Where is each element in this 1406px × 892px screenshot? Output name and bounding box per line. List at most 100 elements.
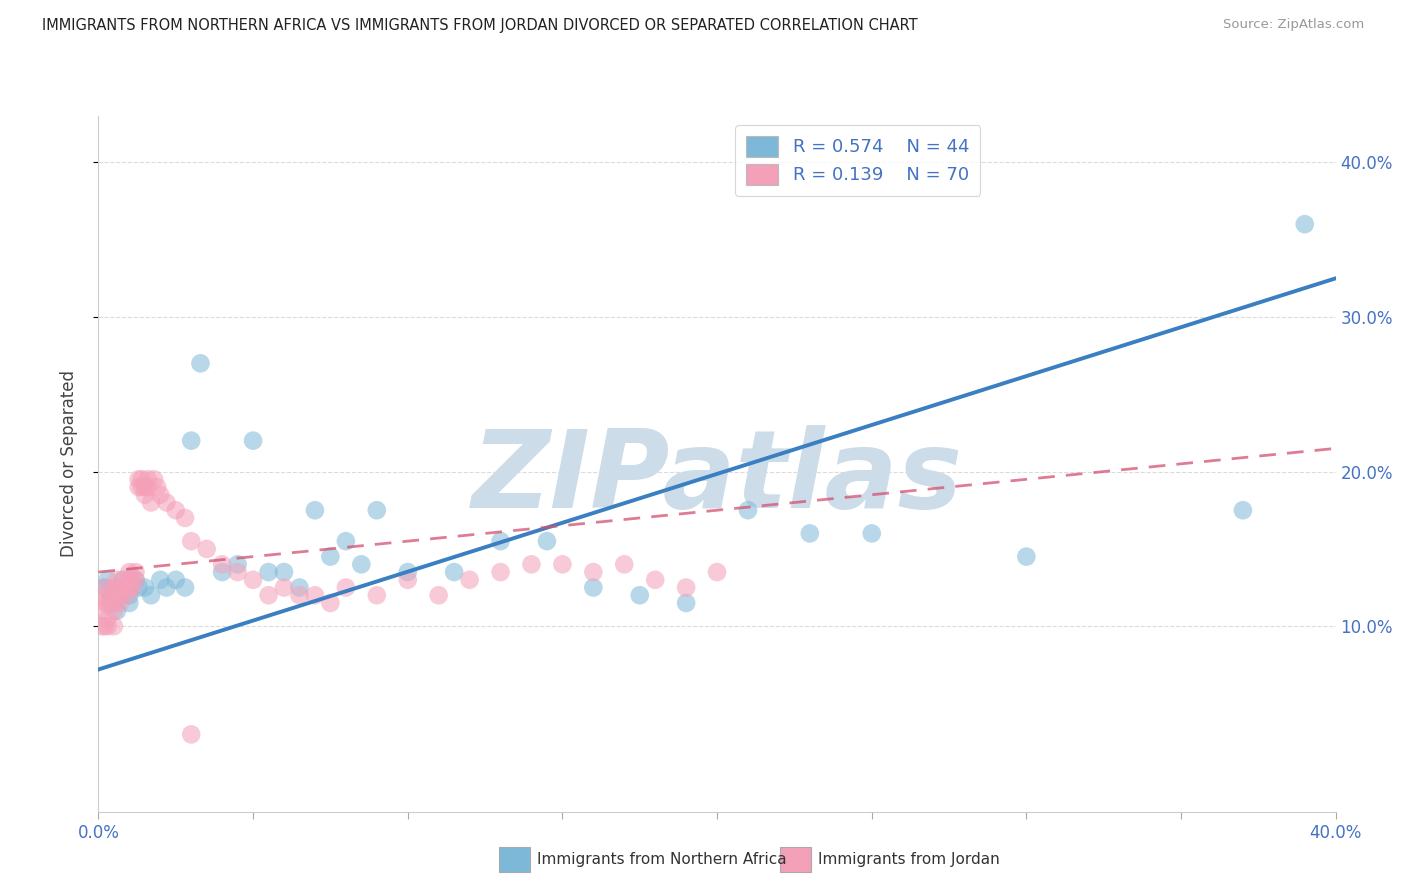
Text: Immigrants from Jordan: Immigrants from Jordan bbox=[818, 853, 1000, 867]
Point bbox=[273, 581, 295, 595]
Point bbox=[226, 565, 249, 579]
Point bbox=[103, 581, 125, 595]
Point bbox=[366, 503, 388, 517]
Point bbox=[304, 588, 326, 602]
Point bbox=[180, 434, 202, 448]
Point bbox=[288, 588, 311, 602]
Point bbox=[143, 472, 166, 486]
Point bbox=[174, 511, 197, 525]
Point bbox=[93, 596, 115, 610]
Point bbox=[211, 558, 233, 572]
Point bbox=[165, 573, 187, 587]
Point bbox=[489, 534, 512, 549]
Point bbox=[90, 619, 112, 633]
Point bbox=[335, 581, 357, 595]
Point bbox=[706, 565, 728, 579]
Point bbox=[112, 573, 135, 587]
Point bbox=[90, 604, 112, 618]
Point bbox=[195, 541, 218, 556]
Point bbox=[136, 472, 159, 486]
Point bbox=[115, 581, 138, 595]
Point bbox=[105, 573, 128, 587]
Y-axis label: Divorced or Separated: Divorced or Separated bbox=[59, 370, 77, 558]
Point bbox=[675, 596, 697, 610]
Point bbox=[427, 588, 450, 602]
Point bbox=[136, 480, 159, 494]
Point bbox=[396, 565, 419, 579]
Point bbox=[226, 558, 249, 572]
Point bbox=[242, 434, 264, 448]
Point bbox=[628, 588, 651, 602]
Point bbox=[131, 472, 153, 486]
Point bbox=[165, 503, 187, 517]
Point bbox=[257, 588, 280, 602]
Point bbox=[124, 573, 146, 587]
Point bbox=[97, 619, 120, 633]
Point bbox=[520, 558, 543, 572]
Point bbox=[155, 581, 177, 595]
Point bbox=[139, 495, 162, 509]
Point bbox=[613, 558, 636, 572]
Point bbox=[134, 488, 156, 502]
Point bbox=[108, 588, 131, 602]
Point bbox=[536, 534, 558, 549]
Point bbox=[1294, 217, 1316, 231]
Point bbox=[155, 495, 177, 509]
Point bbox=[124, 573, 146, 587]
Point bbox=[644, 573, 666, 587]
Point bbox=[1015, 549, 1038, 564]
Point bbox=[180, 534, 202, 549]
Point bbox=[288, 581, 311, 595]
Point bbox=[100, 588, 122, 602]
Point bbox=[103, 588, 125, 602]
Point bbox=[93, 619, 115, 633]
Point bbox=[582, 581, 605, 595]
Point bbox=[675, 581, 697, 595]
Point bbox=[121, 573, 143, 587]
Point bbox=[174, 581, 197, 595]
Point bbox=[146, 480, 169, 494]
Point bbox=[103, 619, 125, 633]
Point bbox=[242, 573, 264, 587]
Point bbox=[105, 581, 128, 595]
Point bbox=[118, 581, 141, 595]
Point bbox=[103, 596, 125, 610]
Point bbox=[139, 588, 162, 602]
Point bbox=[97, 596, 120, 610]
Point bbox=[257, 565, 280, 579]
Point bbox=[273, 565, 295, 579]
Text: Source: ZipAtlas.com: Source: ZipAtlas.com bbox=[1223, 18, 1364, 31]
Point bbox=[115, 588, 138, 602]
Point bbox=[118, 596, 141, 610]
Point bbox=[93, 581, 115, 595]
Point bbox=[108, 596, 131, 610]
Point bbox=[551, 558, 574, 572]
Point bbox=[118, 565, 141, 579]
Point bbox=[335, 534, 357, 549]
Point bbox=[100, 596, 122, 610]
Point bbox=[118, 573, 141, 587]
Point bbox=[211, 565, 233, 579]
Point bbox=[128, 581, 150, 595]
Text: Immigrants from Northern Africa: Immigrants from Northern Africa bbox=[537, 853, 787, 867]
Point bbox=[319, 596, 342, 610]
Point bbox=[1232, 503, 1254, 517]
Point bbox=[118, 588, 141, 602]
Point bbox=[128, 480, 150, 494]
Point bbox=[190, 356, 212, 370]
Point bbox=[124, 565, 146, 579]
Point bbox=[366, 588, 388, 602]
Point bbox=[112, 581, 135, 595]
Legend: R = 0.574    N = 44, R = 0.139    N = 70: R = 0.574 N = 44, R = 0.139 N = 70 bbox=[735, 125, 980, 195]
Point bbox=[319, 549, 342, 564]
Point bbox=[149, 573, 172, 587]
Point bbox=[105, 604, 128, 618]
Point bbox=[112, 573, 135, 587]
Point bbox=[443, 565, 465, 579]
Point bbox=[100, 588, 122, 602]
Point bbox=[149, 488, 172, 502]
Point bbox=[350, 558, 373, 572]
Point bbox=[131, 480, 153, 494]
Text: ZIPatlas: ZIPatlas bbox=[471, 425, 963, 531]
Point bbox=[582, 565, 605, 579]
